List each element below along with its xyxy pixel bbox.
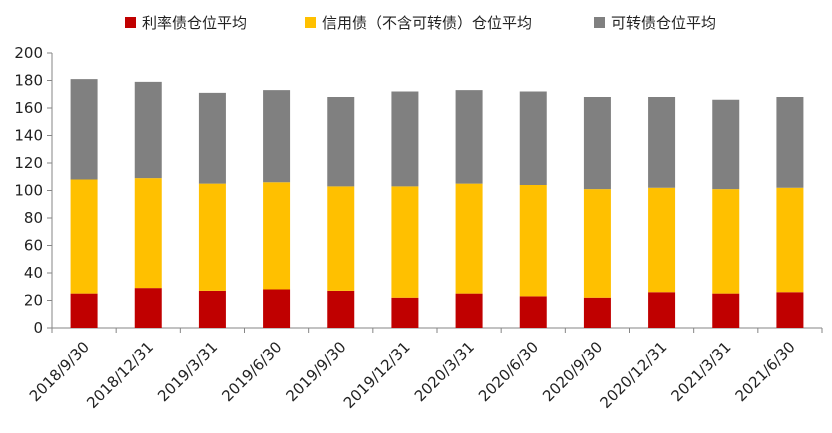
legend-swatch-credit-bond <box>305 17 316 28</box>
y-tick-label: 160 <box>14 99 43 117</box>
bar-segment <box>263 289 291 328</box>
bar-segment <box>134 178 162 289</box>
bar-segment <box>198 92 226 184</box>
legend-item-credit-bond: 信用债（不含可转债）仓位平均 <box>305 12 532 33</box>
legend-item-rate-bond: 利率债仓位平均 <box>125 12 247 33</box>
bar-segment <box>263 90 291 183</box>
x-tick-label: 2020/6/30 <box>475 338 542 405</box>
bars <box>70 79 804 328</box>
bar-segment <box>327 290 355 328</box>
x-tick-labels: 2018/9/302018/12/312019/3/312019/6/30201… <box>26 338 799 412</box>
bar-segment <box>776 97 804 188</box>
y-tick-label: 80 <box>24 209 43 227</box>
y-tick-label: 180 <box>14 72 43 90</box>
bar-segment <box>712 293 740 328</box>
y-tick-label: 200 <box>14 44 43 62</box>
y-tick-label: 40 <box>24 264 43 282</box>
x-tick-label: 2021/3/31 <box>667 338 734 405</box>
x-tick-label: 2019/6/30 <box>218 338 285 405</box>
y-tick-labels: 0 20 40 60 80 100 120 140 160 180 200 <box>14 44 43 337</box>
x-tick-label: 2019/9/30 <box>282 338 349 405</box>
y-tick-label: 60 <box>24 237 43 255</box>
bar-segment <box>712 99 740 190</box>
bar-segment <box>70 293 98 328</box>
x-tick-label: 2019/3/31 <box>154 338 221 405</box>
bar-segment <box>519 185 547 297</box>
bar-segment <box>712 189 740 294</box>
bar-segment <box>455 293 483 328</box>
bar-segment <box>391 91 419 187</box>
y-tick-label: 100 <box>14 182 43 200</box>
x-tick-label: 2021/6/30 <box>732 338 799 405</box>
x-tick-label: 2020/3/31 <box>411 338 478 405</box>
bar-segment <box>648 187 676 293</box>
y-tick-label: 20 <box>24 292 43 310</box>
bar-segment <box>134 81 162 179</box>
bar-segment <box>198 290 226 328</box>
bar-segment <box>519 296 547 328</box>
axes <box>47 52 823 333</box>
x-tick-label: 2020/12/31 <box>597 338 671 412</box>
bar-segment <box>391 297 419 328</box>
x-tick-label: 2019/12/31 <box>340 338 414 412</box>
legend-label-rate-bond: 利率债仓位平均 <box>142 14 248 32</box>
bar-segment <box>263 182 291 290</box>
y-tick-label: 140 <box>14 127 43 145</box>
bar-segment <box>583 297 611 328</box>
bar-segment <box>648 97 676 188</box>
bar-segment <box>583 189 611 298</box>
bar-segment <box>583 97 611 190</box>
x-tick-label: 2018/12/31 <box>83 338 157 412</box>
bar-segment <box>70 179 98 294</box>
bar-segment <box>198 183 226 291</box>
x-tick-label: 2018/9/30 <box>26 338 93 405</box>
legend-swatch-convertible-bond <box>594 17 605 28</box>
bar-segment <box>519 91 547 185</box>
bar-segment <box>776 187 804 293</box>
bar-segment <box>648 292 676 328</box>
bar-segment <box>391 186 419 298</box>
x-tick-label: 2020/9/30 <box>539 338 606 405</box>
bar-segment <box>455 90 483 184</box>
bar-segment <box>776 292 804 328</box>
legend-label-convertible-bond: 可转债仓位平均 <box>611 14 717 32</box>
legend: 利率债仓位平均 信用债（不含可转债）仓位平均 可转债仓位平均 <box>0 12 832 36</box>
bar-segment <box>327 97 355 187</box>
legend-label-credit-bond: 信用债（不含可转债）仓位平均 <box>322 14 533 32</box>
legend-swatch-rate-bond <box>125 17 136 28</box>
bar-segment <box>327 186 355 291</box>
y-tick-label: 0 <box>33 319 43 337</box>
legend-item-convertible-bond: 可转债仓位平均 <box>594 12 716 33</box>
y-tick-label: 120 <box>14 154 43 172</box>
bar-segment <box>455 183 483 294</box>
bar-segment <box>70 79 98 180</box>
bar-segment <box>134 288 162 328</box>
